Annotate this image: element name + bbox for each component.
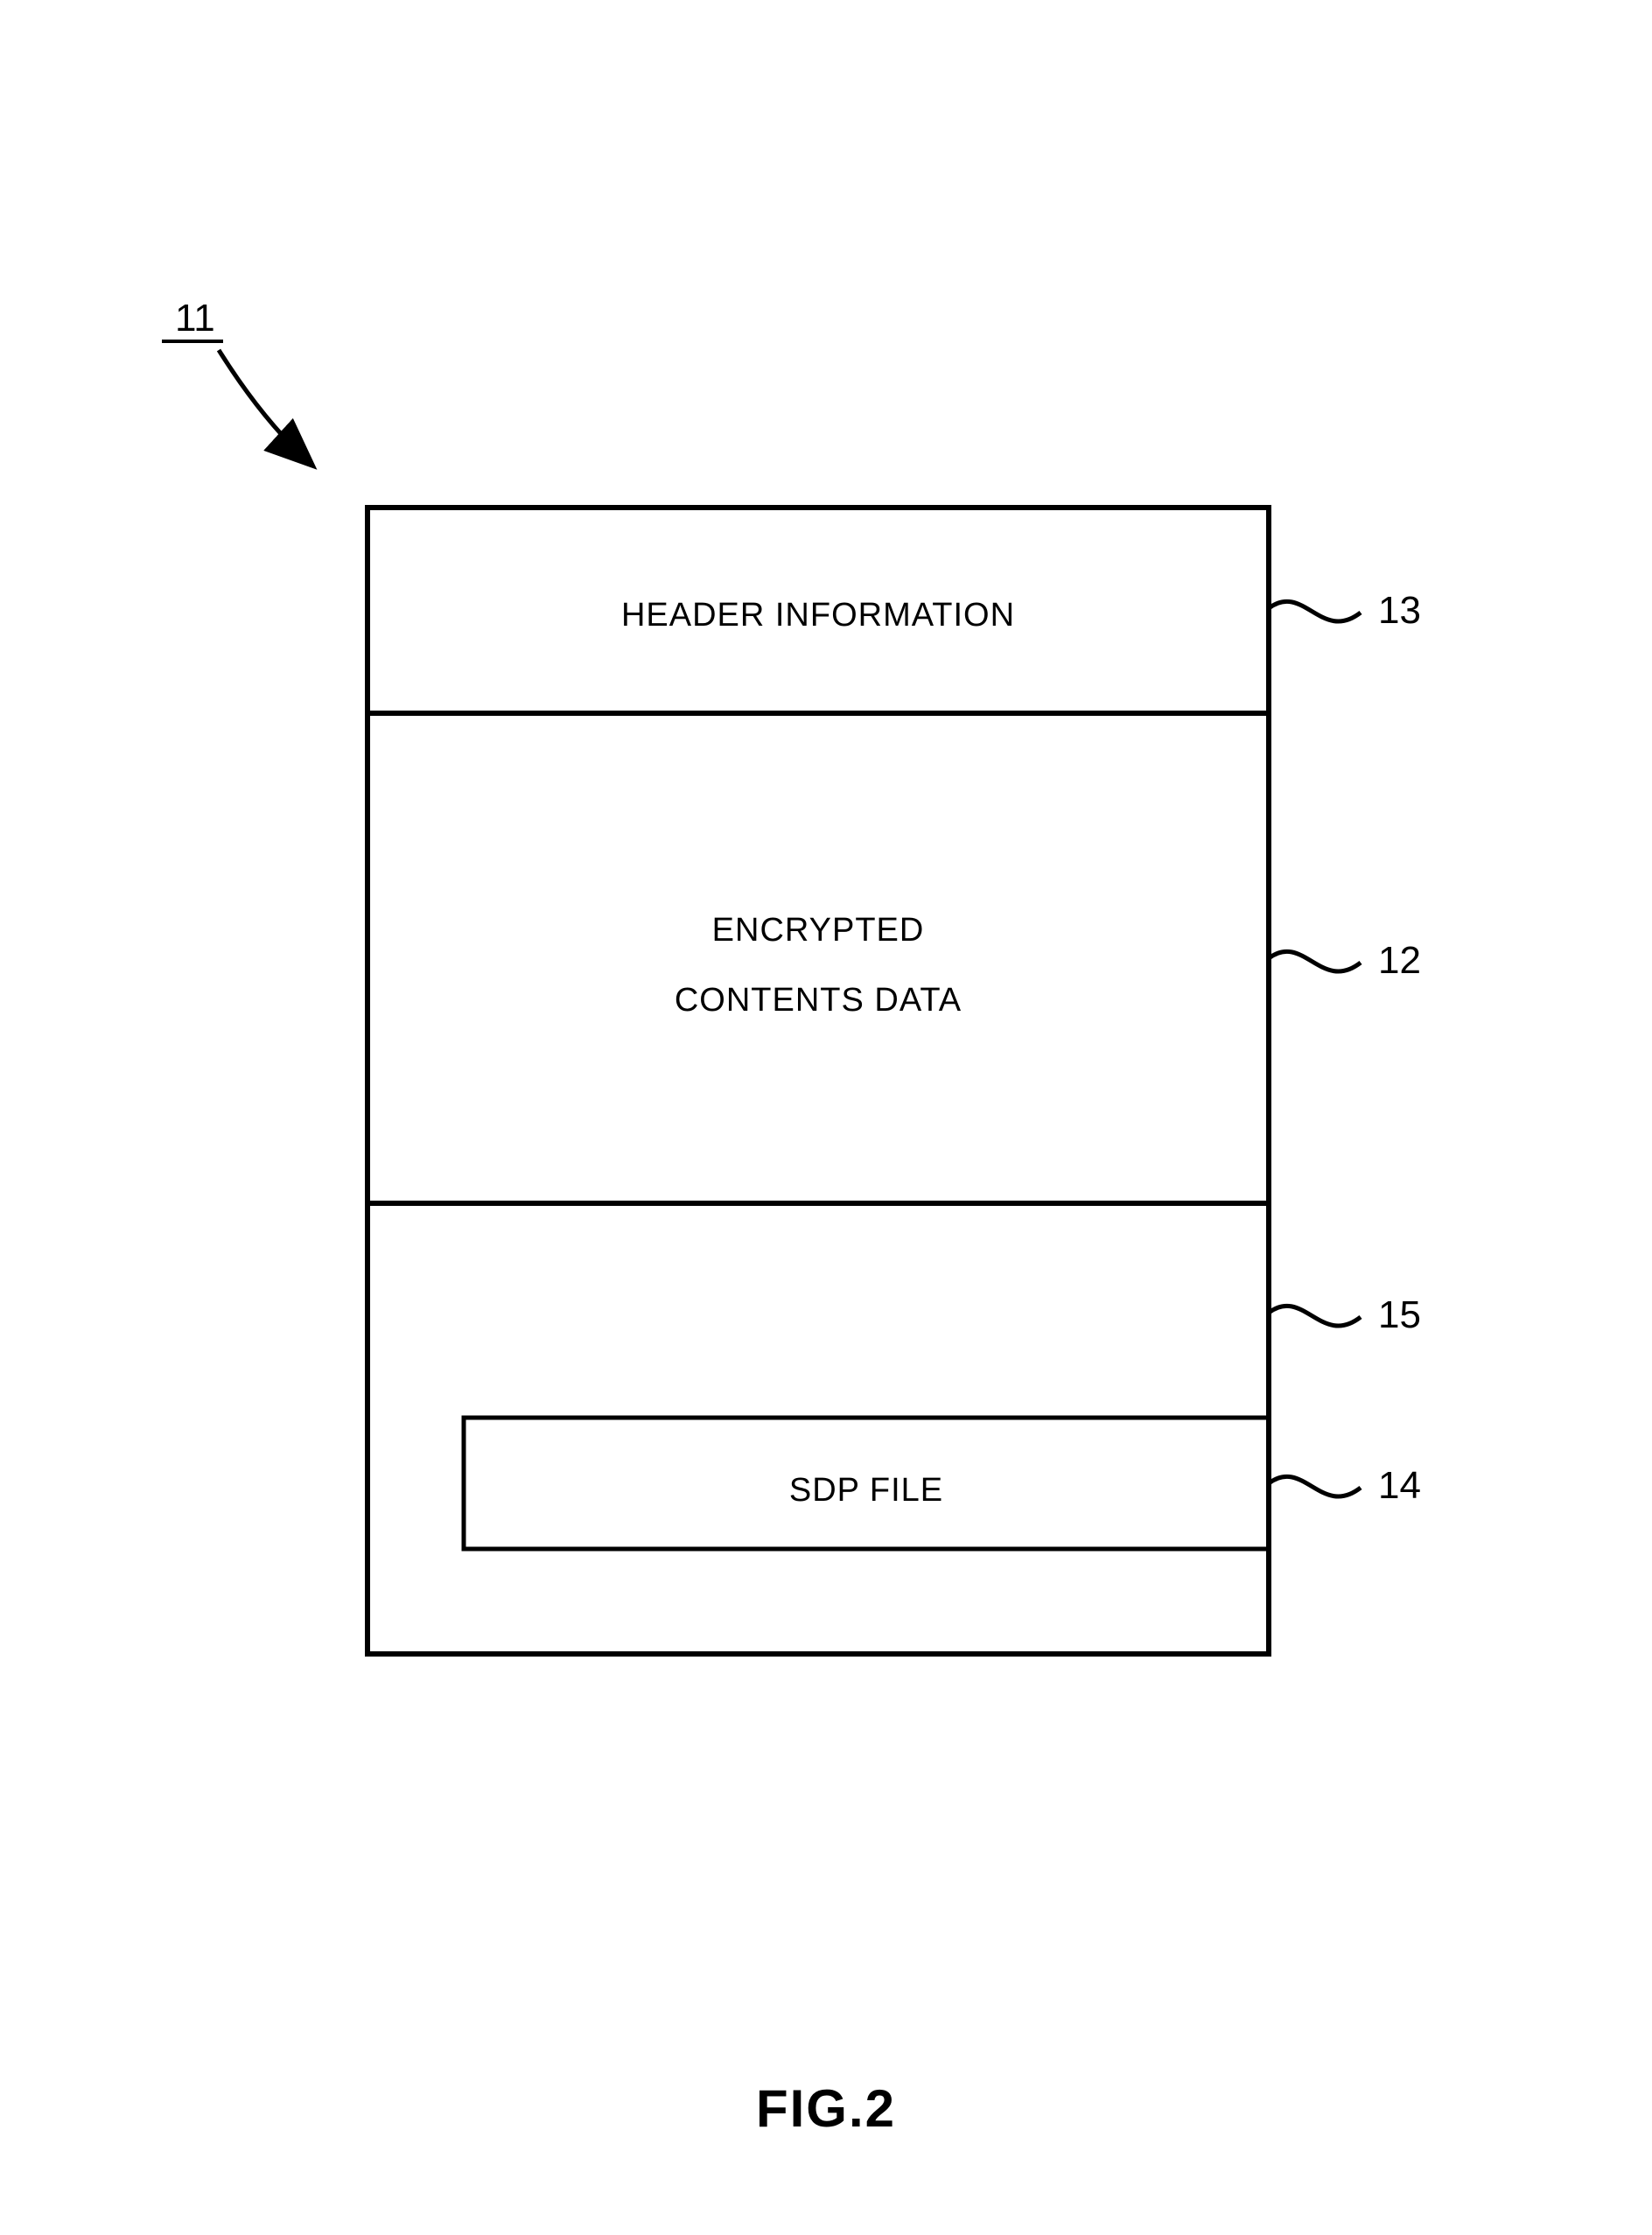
encrypted-box bbox=[368, 713, 1269, 1203]
lead-12 bbox=[1269, 951, 1361, 971]
lower-box bbox=[368, 1203, 1269, 1654]
header-label: HEADER INFORMATION bbox=[621, 597, 1015, 634]
pointer-arrow bbox=[219, 350, 311, 464]
ref-label-15: 15 bbox=[1378, 1293, 1421, 1336]
figure-svg: 11 HEADER INFORMATION ENCRYPTED CONTENTS… bbox=[0, 0, 1652, 2235]
ref-label-14: 14 bbox=[1378, 1464, 1421, 1507]
lead-14 bbox=[1269, 1476, 1361, 1496]
encrypted-label-1: ENCRYPTED bbox=[712, 912, 925, 949]
figure-caption: FIG.2 bbox=[756, 2079, 896, 2138]
ref-label-12: 12 bbox=[1378, 939, 1421, 982]
ref-label-13: 13 bbox=[1378, 589, 1421, 632]
lead-13 bbox=[1269, 601, 1361, 621]
ref-label-11: 11 bbox=[175, 297, 215, 340]
lead-15 bbox=[1269, 1306, 1361, 1326]
encrypted-label-2: CONTENTS DATA bbox=[675, 982, 962, 1019]
sdp-label: SDP FILE bbox=[789, 1472, 943, 1509]
